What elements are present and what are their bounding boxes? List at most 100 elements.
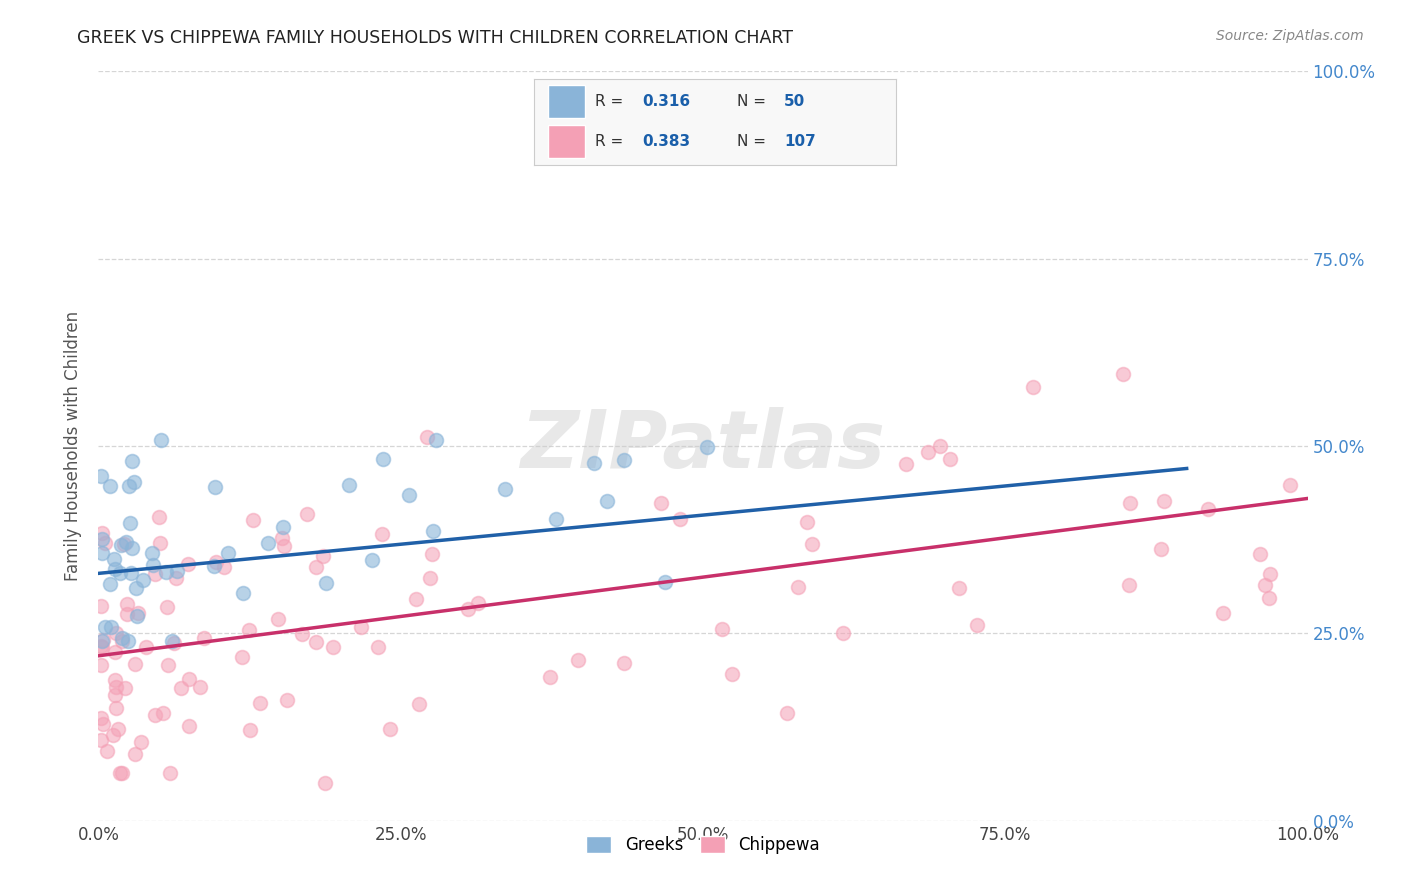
Point bbox=[546, 512, 568, 526]
Point bbox=[91, 632, 114, 647]
Point bbox=[107, 722, 129, 736]
Point bbox=[90, 469, 112, 483]
Point bbox=[567, 653, 589, 667]
Point bbox=[131, 735, 153, 749]
Point bbox=[1021, 380, 1043, 394]
Point bbox=[118, 516, 141, 530]
Point bbox=[143, 707, 166, 722]
Point bbox=[1112, 368, 1135, 382]
Point bbox=[654, 574, 676, 589]
Point bbox=[276, 692, 298, 706]
Point bbox=[217, 546, 239, 560]
Point bbox=[314, 776, 336, 790]
Point bbox=[1258, 567, 1281, 582]
Point bbox=[322, 640, 344, 655]
Point bbox=[149, 433, 172, 447]
Point bbox=[350, 620, 373, 634]
Text: GREEK VS CHIPPEWA FAMILY HOUSEHOLDS WITH CHILDREN CORRELATION CHART: GREEK VS CHIPPEWA FAMILY HOUSEHOLDS WITH… bbox=[77, 29, 793, 46]
Point bbox=[90, 532, 112, 546]
Point bbox=[148, 510, 170, 524]
Point bbox=[90, 599, 112, 614]
Point bbox=[367, 640, 389, 655]
Point bbox=[98, 576, 121, 591]
Point bbox=[90, 658, 112, 673]
Point bbox=[380, 723, 402, 737]
Point bbox=[122, 475, 145, 490]
Point bbox=[291, 627, 314, 641]
Point bbox=[103, 551, 125, 566]
Point bbox=[239, 723, 262, 738]
Point bbox=[91, 526, 114, 541]
Y-axis label: Family Households with Children: Family Households with Children bbox=[65, 311, 83, 581]
Point bbox=[117, 597, 139, 611]
Point bbox=[1254, 578, 1277, 592]
Point bbox=[141, 546, 163, 560]
Point bbox=[104, 673, 127, 687]
Point bbox=[232, 586, 254, 600]
Point bbox=[831, 626, 853, 640]
Point bbox=[156, 600, 179, 615]
Point bbox=[929, 439, 952, 453]
Point bbox=[111, 633, 134, 648]
Point bbox=[98, 478, 121, 492]
Point bbox=[125, 608, 148, 623]
Point bbox=[1258, 591, 1281, 605]
Point bbox=[420, 547, 443, 561]
Point bbox=[304, 560, 326, 574]
Point bbox=[408, 697, 430, 711]
Point bbox=[96, 744, 118, 758]
Point bbox=[93, 536, 115, 550]
Point bbox=[668, 511, 690, 525]
Point bbox=[193, 631, 215, 645]
Point bbox=[315, 576, 337, 591]
Point bbox=[91, 640, 114, 655]
Point bbox=[104, 645, 127, 659]
Point bbox=[711, 622, 734, 636]
Point bbox=[94, 620, 117, 634]
Point bbox=[132, 573, 155, 587]
Point bbox=[143, 567, 166, 582]
Point bbox=[398, 488, 420, 502]
Point bbox=[108, 766, 131, 780]
Point bbox=[939, 451, 962, 466]
Point bbox=[238, 623, 260, 637]
Point bbox=[271, 519, 294, 533]
Point bbox=[696, 441, 718, 455]
Point bbox=[273, 539, 295, 553]
Point bbox=[163, 636, 186, 650]
Point bbox=[188, 680, 211, 694]
Point bbox=[120, 566, 142, 580]
Point bbox=[361, 552, 384, 566]
Point bbox=[1212, 606, 1234, 620]
Point bbox=[538, 669, 561, 683]
Point bbox=[149, 536, 172, 550]
Point bbox=[110, 538, 132, 552]
Point bbox=[1197, 501, 1219, 516]
Point bbox=[155, 565, 177, 579]
Point bbox=[1150, 541, 1173, 556]
Point bbox=[115, 607, 138, 622]
Point bbox=[249, 696, 271, 710]
Point bbox=[457, 602, 479, 616]
Point bbox=[371, 452, 394, 467]
Point bbox=[425, 433, 447, 447]
Point bbox=[204, 558, 226, 573]
Point bbox=[1118, 578, 1140, 592]
Point bbox=[179, 672, 201, 686]
Point bbox=[894, 457, 917, 471]
Point bbox=[177, 719, 200, 733]
Text: Source: ZipAtlas.com: Source: ZipAtlas.com bbox=[1216, 29, 1364, 43]
Point bbox=[337, 478, 360, 492]
Point bbox=[422, 524, 444, 538]
Point bbox=[242, 513, 264, 527]
Point bbox=[177, 557, 200, 571]
Point bbox=[305, 635, 328, 649]
Point bbox=[165, 570, 187, 584]
Point bbox=[115, 535, 138, 549]
Point bbox=[416, 429, 439, 443]
Point bbox=[966, 618, 988, 632]
Point bbox=[127, 606, 149, 620]
Point bbox=[142, 558, 165, 573]
Point bbox=[159, 766, 181, 780]
Point bbox=[613, 656, 636, 670]
